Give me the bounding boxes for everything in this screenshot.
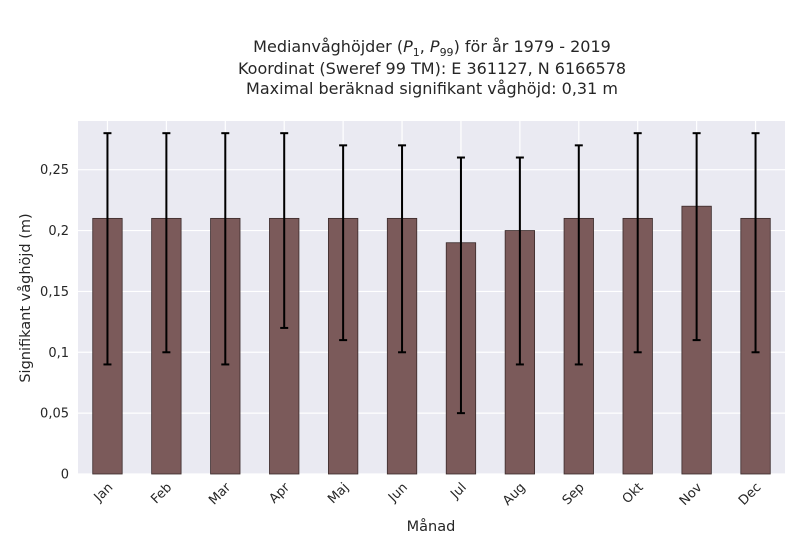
title-suffix: ) för år 1979 - 2019	[454, 37, 611, 56]
y-axis-label: Signifikant våghöjd (m)	[17, 213, 34, 382]
x-tick-label: Okt	[620, 480, 647, 507]
error-bar-okt	[633, 132, 642, 354]
error-bar-jul	[456, 156, 465, 415]
title-p99-sub: 99	[440, 46, 454, 59]
error-bar-maj	[339, 144, 348, 342]
title-prefix: Medianvåghöjder (	[253, 37, 403, 56]
error-bar-sep	[574, 144, 583, 366]
error-bar-nov	[692, 132, 701, 342]
error-bar-mar	[221, 132, 230, 366]
y-tick-label: 0,1	[48, 346, 69, 361]
y-tick-label: 0,05	[40, 407, 69, 422]
error-bars	[103, 132, 760, 415]
plot-area	[78, 121, 785, 474]
title-p99: P	[430, 37, 440, 56]
error-bar-jun	[398, 144, 407, 354]
x-tick-label: Jul	[447, 480, 469, 502]
x-tick-label: Dec	[736, 480, 764, 508]
error-bar-dec	[751, 132, 760, 354]
x-tick-label: Maj	[325, 480, 352, 507]
title-separator: ,	[420, 37, 430, 56]
y-tick-label: 0,25	[40, 163, 69, 178]
x-axis-label: Månad	[407, 518, 456, 535]
title-p1: P	[403, 37, 413, 56]
y-tick-label: 0	[61, 468, 69, 483]
title-line-2: Koordinat (Sweref 99 TM): E 361127, N 61…	[238, 59, 626, 78]
x-tick-labels: Jan Feb Mar Apr Maj Jun Jul Aug Sep Okt Nov Dec	[91, 480, 765, 509]
error-bar-jan	[103, 132, 112, 366]
y-tick-label: 0,15	[40, 285, 69, 300]
error-bar-apr	[280, 132, 289, 329]
x-tick-label: Feb	[148, 480, 175, 507]
title-p1-sub: 1	[413, 46, 420, 59]
title-line-1: Medianvåghöjder (P1, P99) för år 1979 - …	[253, 37, 611, 59]
x-tick-label: Aug	[500, 480, 529, 509]
title-line-3: Maximal beräknad signifikant våghöjd: 0,…	[246, 79, 618, 98]
x-tick-label: Apr	[267, 480, 294, 507]
x-tick-label: Nov	[677, 480, 706, 509]
chart-title: Medianvåghöjder (P1, P99) för år 1979 - …	[238, 37, 626, 98]
x-tick-label: Jun	[385, 480, 411, 506]
y-tick-label: 0,2	[48, 224, 69, 239]
error-bar-feb	[162, 132, 171, 354]
error-bar-aug	[515, 156, 524, 366]
x-tick-label: Sep	[560, 480, 588, 508]
x-tick-label: Mar	[206, 480, 234, 508]
x-tick-label: Jan	[91, 480, 116, 505]
y-tick-labels: 0 0,05 0,1 0,15 0,2 0,25	[40, 163, 69, 482]
